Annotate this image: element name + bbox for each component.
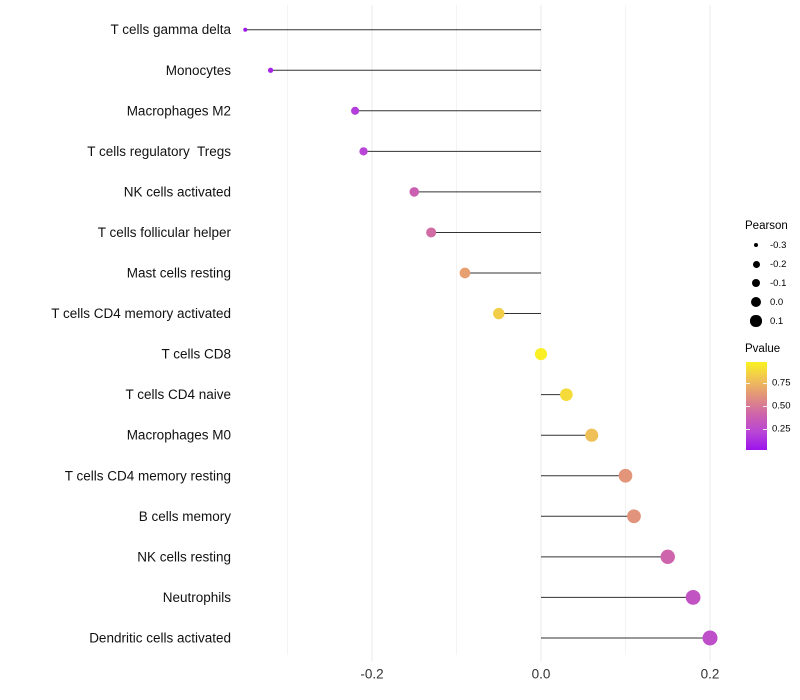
category-label: T cells CD4 memory resting	[65, 468, 231, 483]
lollipop-dot	[267, 67, 274, 73]
lollipop-dot	[351, 106, 360, 115]
category-label: T cells CD8	[161, 347, 231, 362]
color-legend-title: Pvalue	[745, 343, 781, 355]
category-label: T cells follicular helper	[98, 225, 232, 240]
lollipop-dot	[685, 590, 701, 605]
size-legend-item: 0.1	[745, 312, 783, 331]
lollipop-dot	[627, 509, 641, 524]
size-legend-label: -0.2	[770, 258, 787, 270]
size-legend-title: Pearson	[745, 220, 788, 232]
size-legend-key-box	[745, 296, 767, 308]
size-legend-key-box	[745, 315, 767, 327]
x-tick-label: 0.2	[701, 667, 720, 682]
size-legend-key-box	[745, 278, 767, 288]
category-label: Macrophages M0	[127, 428, 231, 443]
category-label: T cells CD4 naive	[125, 387, 231, 402]
lollipop-dot	[426, 227, 437, 238]
x-tick-label: -0.2	[360, 667, 383, 682]
colorbar-tick-label: 0.50	[772, 400, 791, 412]
category-label: Macrophages M2	[127, 103, 231, 118]
lollipop-dot	[409, 187, 420, 197]
lollipop-dot	[243, 27, 248, 32]
legend-panel: Pearson -0.3 -0.2 -0.1 0.0 0.1 Pvalue 0.75 0.…	[745, 0, 800, 700]
lollipop-dot	[493, 307, 505, 320]
size-legend-key-box	[745, 260, 767, 268]
category-label: NK cells resting	[137, 549, 231, 564]
size-legend-item: -0.3	[745, 236, 786, 255]
category-label: Mast cells resting	[127, 266, 231, 281]
size-legend-label: 0.1	[770, 315, 784, 327]
size-legend-item: -0.2	[745, 255, 786, 274]
lollipop-dot	[534, 347, 548, 361]
colorbar-tick	[746, 406, 750, 407]
category-label: Dendritic cells activated	[89, 630, 231, 645]
lollipop-dot	[618, 468, 633, 483]
colorbar-tick-label: 0.75	[772, 377, 791, 389]
category-label: Neutrophils	[163, 590, 232, 605]
colorbar-tick	[763, 406, 767, 407]
size-legend-dot-icon	[753, 242, 759, 248]
size-legend-label: 0.0	[770, 296, 784, 308]
lollipop-dot	[459, 267, 471, 279]
lollipop-dot	[585, 428, 599, 442]
size-legend-item: 0.0	[745, 293, 783, 312]
size-legend-dot-icon	[750, 296, 762, 308]
size-legend-item: -0.1	[745, 274, 786, 293]
size-legend-key-box	[745, 242, 767, 248]
lollipop-dot	[359, 147, 368, 156]
category-label: T cells regulatory Tregs	[87, 144, 231, 159]
colorbar-tick	[746, 383, 750, 385]
category-label: T cells CD4 memory activated	[51, 306, 231, 321]
lollipop-dot	[660, 549, 675, 565]
category-label: NK cells activated	[124, 184, 231, 199]
lollipop-dot	[560, 388, 573, 401]
size-legend-dot-icon	[752, 260, 760, 268]
size-legend-label: -0.1	[770, 277, 787, 289]
category-label: T cells gamma delta	[110, 22, 231, 37]
size-legend-dot-icon	[750, 315, 762, 327]
colorbar-gradient	[746, 362, 767, 450]
x-tick-label: 0.0	[532, 667, 551, 682]
colorbar-tick	[746, 428, 750, 430]
colorbar-tick	[763, 383, 767, 385]
category-label: B cells memory	[139, 509, 232, 524]
size-legend-label: -0.3	[770, 239, 787, 251]
lollipop-dot	[702, 630, 718, 646]
colorbar-tick	[763, 428, 767, 430]
size-legend-dot-icon	[751, 278, 761, 288]
colorbar-tick-label: 0.25	[772, 423, 791, 435]
category-label: Monocytes	[166, 63, 232, 78]
